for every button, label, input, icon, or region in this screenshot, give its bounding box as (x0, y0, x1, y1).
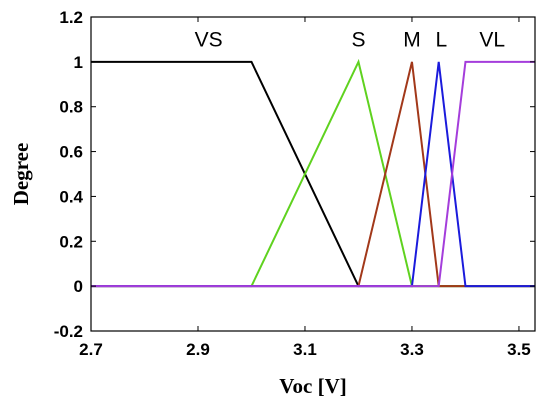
labels-layer: VS S M L VL (195, 28, 505, 51)
series-label-l: L (436, 28, 448, 51)
x-tick-label: 3.3 (400, 340, 424, 359)
series-line-vl (91, 60, 535, 288)
y-tick-label: 1 (74, 53, 83, 72)
x-axis-title: Voc [V] (279, 374, 346, 398)
y-tick-label: 0.8 (59, 98, 83, 117)
axes-frame (90, 16, 536, 332)
x-tick-label: 3.5 (507, 340, 531, 359)
series-label-m: M (403, 28, 421, 51)
series-label-vl: VL (479, 28, 505, 51)
y-tick-label: 0.2 (59, 232, 83, 251)
y-axis-title: Degree (9, 143, 33, 206)
series-label-vs: VS (195, 28, 223, 51)
y-tick-label: 0.6 (59, 143, 83, 162)
plot-background (91, 17, 535, 331)
series-layer (91, 58, 535, 288)
y-tick-label: 0.4 (59, 187, 83, 206)
x-tick-label: 3.1 (293, 340, 317, 359)
x-tick-label: 2.9 (186, 340, 210, 359)
series-label-s: S (351, 28, 365, 51)
y-tick-label: -0.2 (54, 322, 83, 341)
x-tick-label: 2.7 (79, 340, 103, 359)
y-tick-label: 1.2 (59, 8, 83, 27)
y-tick-label: 0 (74, 277, 83, 296)
axes-layer: 2.7 2.9 3.1 3.3 3.5 -0.2 0 0.2 0.4 0.6 0.8 1 1.2 (54, 8, 536, 359)
